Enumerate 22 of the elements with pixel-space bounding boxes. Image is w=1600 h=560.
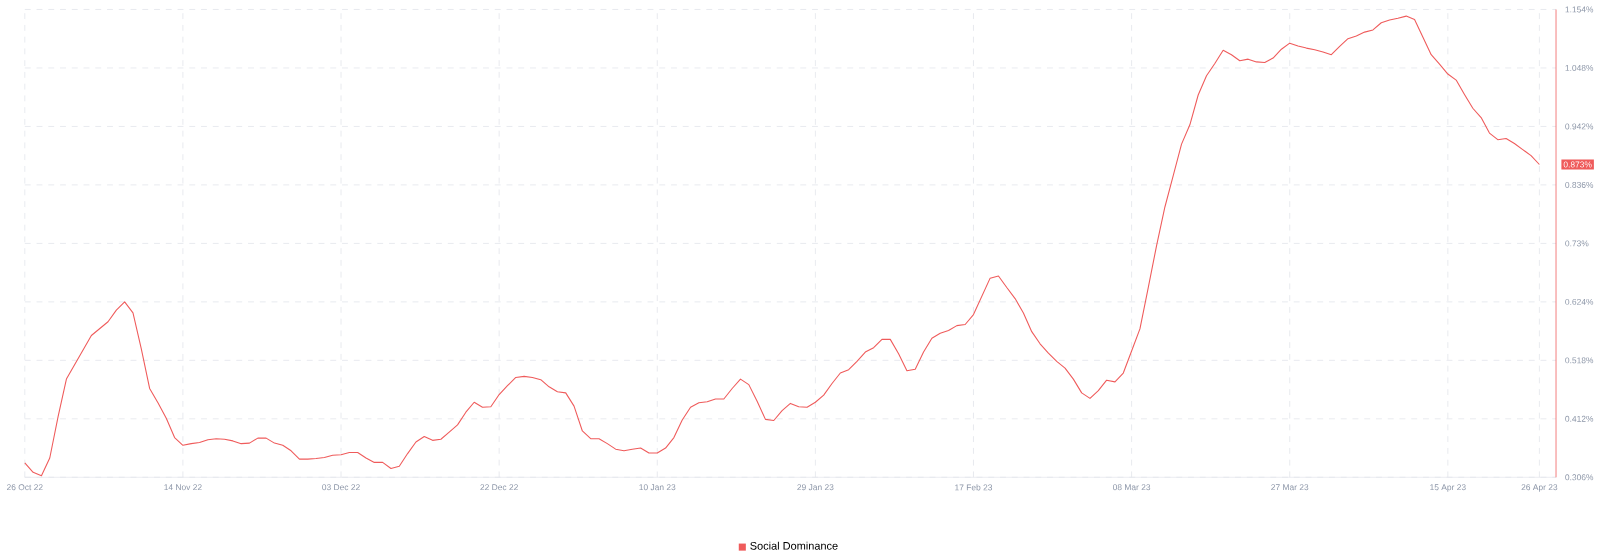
y-tick-label: 0.836% (1565, 181, 1594, 188)
x-tick-label: 03 Dec 22 (322, 484, 360, 490)
y-tick-label: 0.518% (1565, 357, 1594, 364)
x-tick-label: 10 Jan 23 (639, 484, 676, 490)
x-tick-label: 17 Feb 23 (955, 484, 993, 491)
x-tick-label: 26 Apr 23 (1521, 484, 1558, 492)
y-tick-label: 0.412% (1565, 415, 1594, 422)
x-tick-label: 29 Jan 23 (797, 484, 834, 490)
y-tick-label: 0.942% (1565, 123, 1594, 130)
x-tick-label: 26 Oct 22 (6, 484, 43, 490)
x-tick-label: 14 Nov 22 (164, 484, 202, 490)
x-tick-label: 27 Mar 23 (1271, 484, 1309, 490)
y-tick-label: 1.048% (1565, 64, 1594, 71)
annotation: 0.873% (1563, 161, 1592, 168)
y-tick-label: 0.624% (1565, 298, 1594, 305)
x-tick-label: 08 Mar 23 (1112, 484, 1151, 490)
y-tick-label: 0.73% (1565, 240, 1589, 247)
x-tick-label: 15 Apr 23 (1430, 484, 1466, 492)
legend-label: Social Dominance (750, 541, 838, 550)
y-tick-label: 1.154% (1565, 6, 1594, 13)
y-tick-label: 0.306% (1565, 474, 1594, 481)
x-tick-label: 22 Dec 22 (480, 484, 518, 490)
